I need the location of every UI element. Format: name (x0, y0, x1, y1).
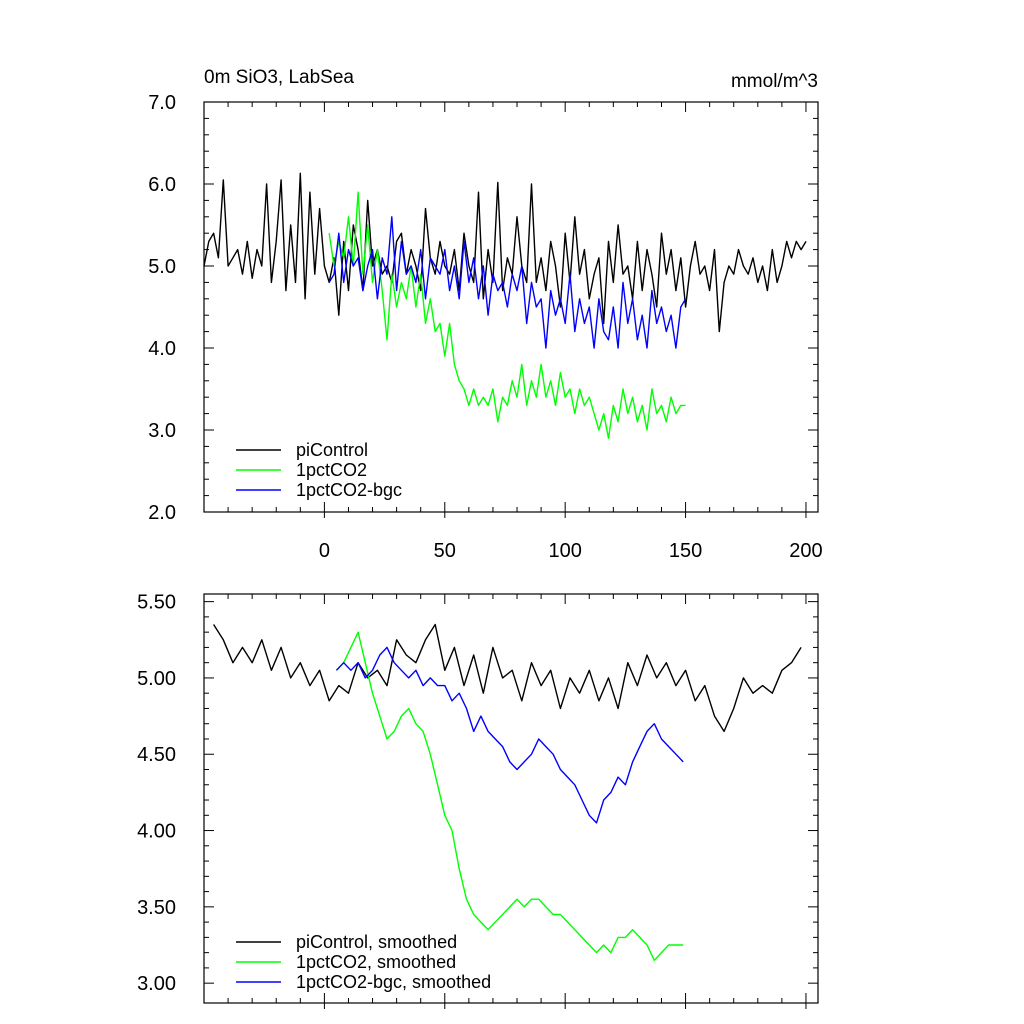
x-tick-label: 50 (434, 540, 456, 562)
x-tick-label: 150 (669, 540, 702, 562)
top-title-right: mmol/m^3 (731, 71, 818, 92)
y-tick-label: 4.00 (137, 821, 176, 843)
bottom-plot-frame (203, 593, 819, 1004)
top-panel: 0m SiO3, LabSea mmol/m^3 0 50 100 150 200 2.0… (148, 67, 822, 562)
legend-label-3: 1pctCO2-bgc, smoothed (296, 972, 491, 992)
legend-label-1: piControl (296, 440, 368, 460)
y-tick-label: 3.50 (137, 897, 176, 919)
y-tick-label: 3.0 (148, 420, 176, 442)
y-tick-label: 5.00 (137, 668, 176, 690)
bottom-panel: 3.00 3.50 4.00 4.50 5.00 5.50 piControl, smoo… (137, 592, 819, 1009)
legend-label-3: 1pctCO2-bgc (296, 480, 402, 500)
top-plot-frame (203, 101, 819, 513)
y-tick-label: 6.0 (148, 174, 176, 196)
y-tick-label: 3.00 (137, 973, 176, 995)
series-line-2 (328, 191, 686, 439)
series-line-3 (335, 646, 684, 824)
y-tick-label: 4.50 (137, 744, 176, 766)
series-line-1 (203, 172, 807, 333)
y-tick-label: 7.0 (148, 92, 176, 114)
x-tick-label: 0 (319, 540, 330, 562)
y-tick-label: 2.0 (148, 502, 176, 524)
x-tick-label: 100 (548, 540, 581, 562)
legend-label-2: 1pctCO2 (296, 460, 367, 480)
y-tick-label: 5.50 (137, 592, 176, 614)
y-tick-label: 5.0 (148, 256, 176, 278)
top-title-left: 0m SiO3, LabSea (204, 67, 354, 88)
series-line-1 (213, 623, 802, 733)
series-line-2 (335, 631, 684, 961)
y-tick-label: 4.0 (148, 338, 176, 360)
x-tick-label: 200 (789, 540, 822, 562)
series-line-3 (328, 216, 687, 349)
legend-label-2: 1pctCO2, smoothed (296, 952, 456, 972)
legend-label-1: piControl, smoothed (296, 932, 457, 952)
